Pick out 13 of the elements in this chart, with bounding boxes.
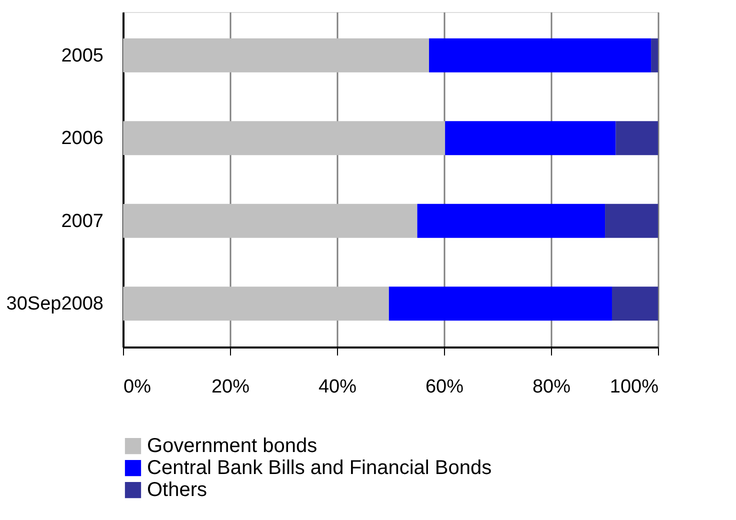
x-tick-label: 40%: [318, 376, 357, 398]
x-tick-label: 80%: [532, 376, 571, 398]
y-tick-label: 2005: [61, 45, 104, 66]
legend-label: Central Bank Bills and Financial Bonds: [147, 457, 492, 479]
x-tick-label: 60%: [425, 376, 464, 398]
x-tick-label: 100%: [610, 376, 659, 398]
x-tick-label: 0%: [124, 376, 152, 398]
y-tick-label: 2007: [61, 210, 104, 232]
y-tick-label: 30Sep2008: [6, 294, 104, 315]
legend-label: Government bonds: [147, 435, 318, 457]
legend-label: Others: [147, 479, 208, 501]
x-tick-label: 20%: [211, 376, 250, 398]
y-tick-label: 2006: [61, 128, 104, 150]
